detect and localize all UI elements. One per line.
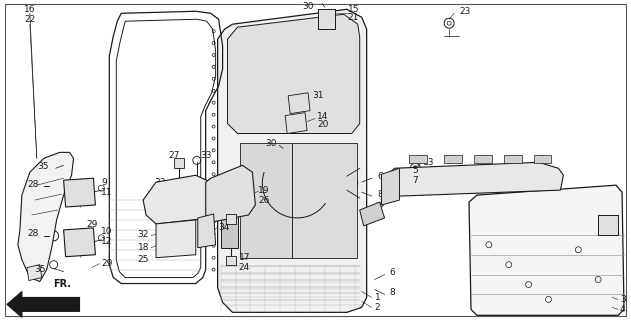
Text: 32: 32 [138, 230, 149, 239]
Text: 14: 14 [317, 112, 328, 121]
Text: 3: 3 [620, 295, 626, 304]
Text: 13: 13 [423, 158, 435, 167]
Text: 6: 6 [389, 268, 395, 277]
Text: 29: 29 [86, 220, 98, 229]
Text: 28: 28 [27, 229, 38, 238]
Text: 11: 11 [102, 188, 113, 196]
Polygon shape [64, 228, 95, 257]
Text: 5: 5 [413, 166, 418, 175]
Text: 15: 15 [348, 5, 359, 14]
Text: 22: 22 [24, 15, 35, 24]
Text: 9: 9 [102, 178, 107, 187]
Text: 17: 17 [239, 253, 250, 262]
Polygon shape [240, 143, 292, 258]
Polygon shape [218, 9, 367, 312]
Polygon shape [27, 265, 42, 281]
Text: 4: 4 [620, 305, 626, 314]
Text: 1: 1 [375, 293, 380, 302]
Polygon shape [292, 143, 357, 258]
Polygon shape [206, 165, 256, 222]
Polygon shape [225, 214, 235, 224]
Polygon shape [174, 158, 184, 168]
Text: 27: 27 [168, 151, 180, 160]
Text: 2: 2 [375, 303, 380, 312]
Text: 31: 31 [312, 91, 324, 100]
Text: 21: 21 [348, 13, 359, 22]
Text: 23: 23 [459, 7, 471, 16]
Text: 24: 24 [239, 263, 250, 272]
Polygon shape [228, 14, 360, 133]
Text: 33: 33 [155, 178, 166, 187]
Text: 30: 30 [302, 2, 314, 11]
Polygon shape [534, 155, 551, 163]
Text: 28: 28 [27, 180, 38, 189]
Text: 12: 12 [102, 237, 113, 246]
Polygon shape [318, 9, 335, 29]
Text: 18: 18 [138, 243, 149, 252]
Polygon shape [64, 178, 95, 207]
Text: 35: 35 [34, 265, 45, 274]
Polygon shape [198, 214, 216, 248]
Polygon shape [156, 220, 196, 258]
Text: 8: 8 [389, 288, 395, 297]
Polygon shape [18, 152, 74, 282]
Polygon shape [444, 155, 462, 163]
Text: 16: 16 [24, 5, 35, 14]
Text: 7: 7 [413, 176, 418, 185]
Text: 25: 25 [138, 255, 149, 264]
Polygon shape [285, 113, 307, 133]
Polygon shape [7, 292, 80, 317]
Text: 29: 29 [102, 259, 113, 268]
Text: 33: 33 [201, 151, 212, 160]
Polygon shape [474, 155, 492, 163]
Polygon shape [225, 256, 235, 265]
Polygon shape [410, 155, 427, 163]
Polygon shape [469, 185, 624, 315]
Text: 8: 8 [377, 190, 384, 199]
Text: 20: 20 [317, 120, 328, 129]
Text: 26: 26 [258, 196, 269, 204]
Polygon shape [504, 155, 522, 163]
Polygon shape [382, 162, 563, 196]
Polygon shape [598, 215, 618, 235]
Text: 19: 19 [258, 186, 270, 195]
Text: 6: 6 [377, 172, 384, 181]
Text: 35: 35 [37, 162, 49, 171]
Text: 30: 30 [266, 139, 277, 148]
Polygon shape [382, 168, 399, 205]
Text: 34: 34 [218, 223, 230, 232]
Polygon shape [221, 208, 237, 248]
Polygon shape [143, 175, 216, 224]
Text: 10: 10 [102, 228, 113, 236]
Polygon shape [360, 202, 384, 226]
Polygon shape [288, 93, 310, 114]
Text: FR.: FR. [52, 279, 71, 290]
